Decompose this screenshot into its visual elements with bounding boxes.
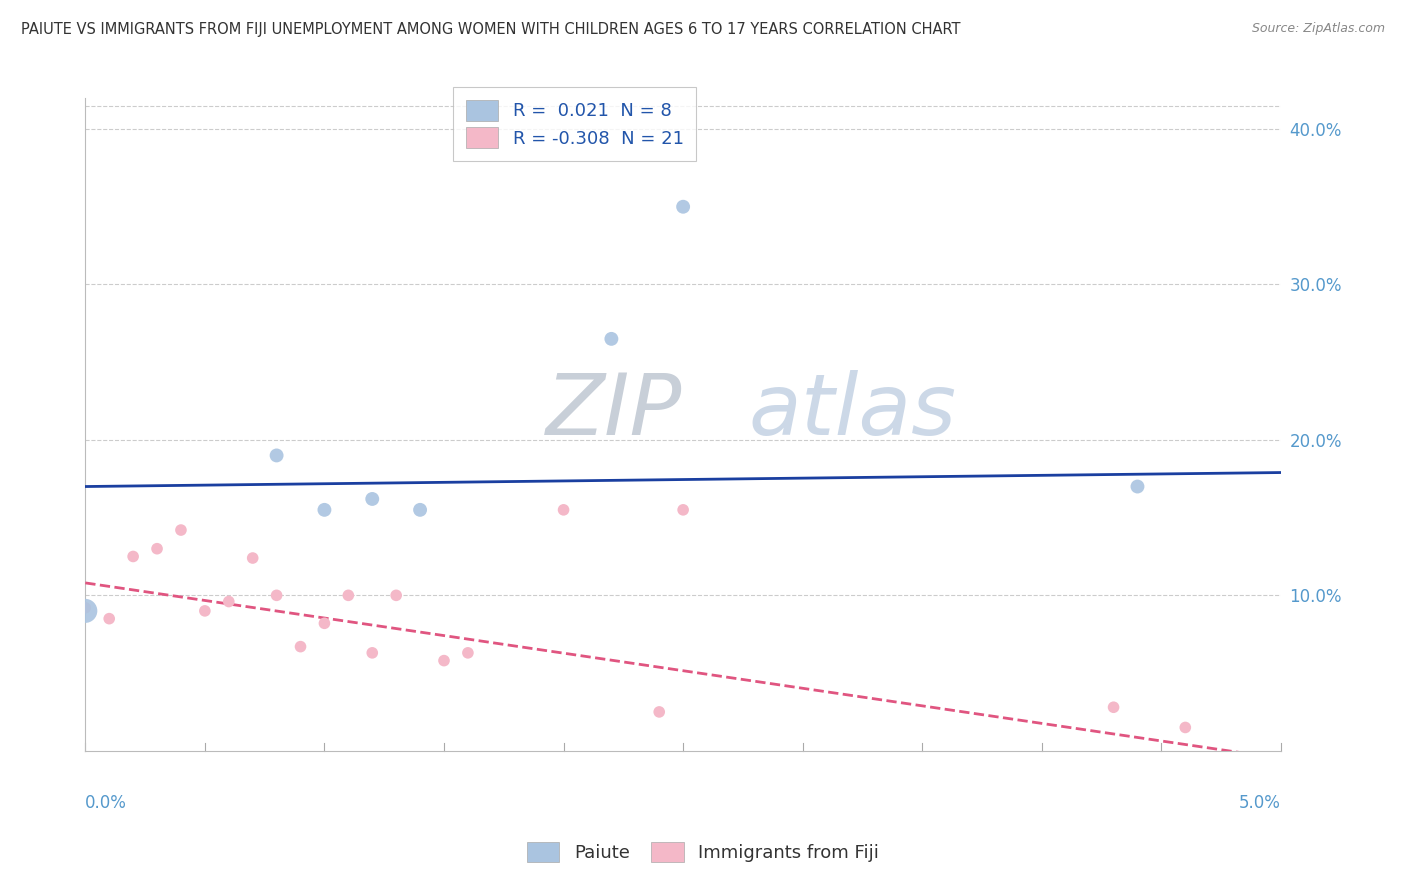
- Point: [361, 646, 384, 660]
- Text: 5.0%: 5.0%: [1239, 794, 1281, 813]
- Point: [290, 640, 312, 654]
- Point: [1102, 700, 1125, 714]
- Text: PAIUTE VS IMMIGRANTS FROM FIJI UNEMPLOYMENT AMONG WOMEN WITH CHILDREN AGES 6 TO : PAIUTE VS IMMIGRANTS FROM FIJI UNEMPLOYM…: [21, 22, 960, 37]
- Text: Source: ZipAtlas.com: Source: ZipAtlas.com: [1251, 22, 1385, 36]
- Point: [600, 332, 623, 346]
- Legend: R =  0.021  N = 8, R = -0.308  N = 21: R = 0.021 N = 8, R = -0.308 N = 21: [453, 87, 696, 161]
- Point: [266, 449, 288, 463]
- Point: [122, 549, 145, 564]
- Point: [648, 705, 671, 719]
- Point: [314, 503, 336, 517]
- Point: [98, 612, 121, 626]
- Point: [170, 523, 193, 537]
- Point: [242, 551, 264, 566]
- Point: [1174, 721, 1197, 735]
- Text: atlas: atlas: [749, 370, 957, 453]
- Legend: Paiute, Immigrants from Fiji: Paiute, Immigrants from Fiji: [520, 834, 886, 870]
- Text: ZIP: ZIP: [546, 370, 682, 453]
- Point: [75, 600, 97, 615]
- Point: [553, 503, 575, 517]
- Point: [433, 654, 456, 668]
- Point: [337, 588, 360, 602]
- Point: [194, 604, 217, 618]
- Text: 0.0%: 0.0%: [86, 794, 127, 813]
- Point: [75, 604, 97, 618]
- Point: [409, 503, 432, 517]
- Point: [146, 541, 169, 556]
- Point: [314, 616, 336, 631]
- Point: [672, 503, 695, 517]
- Point: [266, 588, 288, 602]
- Point: [1126, 479, 1149, 493]
- Point: [361, 491, 384, 506]
- Point: [218, 594, 240, 608]
- Point: [457, 646, 479, 660]
- Point: [385, 588, 408, 602]
- Point: [672, 200, 695, 214]
